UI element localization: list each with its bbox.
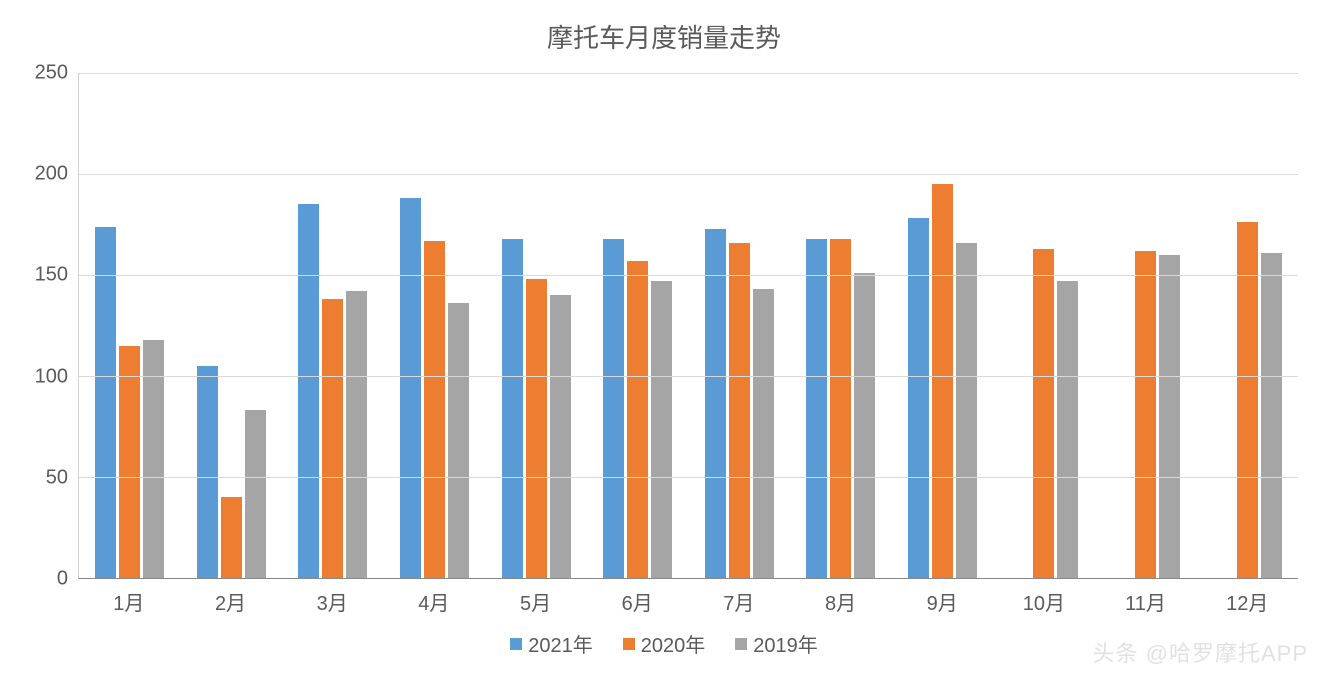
bar [550, 295, 571, 578]
x-tick: 7月 [688, 579, 790, 619]
x-tick: 12月 [1196, 579, 1298, 619]
bar [346, 291, 367, 578]
bar [400, 198, 421, 578]
y-tick: 250 [35, 62, 68, 85]
category-group [282, 73, 384, 578]
bar [1135, 251, 1156, 578]
x-tick: 5月 [485, 579, 587, 619]
x-tick: 6月 [586, 579, 688, 619]
bar [956, 243, 977, 578]
bar [119, 346, 140, 578]
bar [1261, 253, 1282, 578]
chart-container: 摩托车月度销量走势 0 50 100 150 200 250 1月2月3月4月5月6月7月… [0, 0, 1328, 678]
x-tick: 3月 [281, 579, 383, 619]
bar [322, 299, 343, 578]
x-tick: 1月 [78, 579, 180, 619]
gridline [79, 174, 1298, 175]
x-tick: 9月 [891, 579, 993, 619]
legend-label: 2021年 [528, 629, 593, 658]
bar [1159, 255, 1180, 578]
x-tick: 11月 [1095, 579, 1197, 619]
gridline [79, 73, 1298, 74]
category-group [1196, 73, 1298, 578]
bar [854, 273, 875, 578]
legend-item: 2019年 [735, 629, 818, 658]
bar [705, 229, 726, 578]
x-tick: 4月 [383, 579, 485, 619]
bar [651, 281, 672, 578]
legend-item: 2020年 [623, 629, 706, 658]
category-group [688, 73, 790, 578]
bar [806, 239, 827, 578]
bar [1033, 249, 1054, 578]
legend-swatch [510, 638, 522, 650]
legend-swatch [623, 638, 635, 650]
legend-label: 2019年 [753, 629, 818, 658]
bar [729, 243, 750, 578]
category-group [181, 73, 283, 578]
y-axis: 050100150200250 [30, 73, 78, 579]
bar [245, 410, 266, 578]
legend-item: 2021年 [510, 629, 593, 658]
bar [197, 366, 218, 578]
category-group [790, 73, 892, 578]
bar [908, 218, 929, 578]
bar [298, 204, 319, 578]
bar [526, 279, 547, 578]
x-tick: 2月 [180, 579, 282, 619]
gridline [79, 275, 1298, 276]
category-group [384, 73, 486, 578]
bar [603, 239, 624, 578]
gridline [79, 477, 1298, 478]
plot-area: 050100150200250 [30, 73, 1298, 579]
category-group [587, 73, 689, 578]
legend-swatch [735, 638, 747, 650]
category-group [1095, 73, 1197, 578]
chart-title: 摩托车月度销量走势 [30, 18, 1298, 55]
bar [932, 184, 953, 578]
y-tick: 100 [35, 365, 68, 388]
category-group [993, 73, 1095, 578]
y-tick: 0 [57, 568, 68, 591]
bar [502, 239, 523, 578]
category-group [79, 73, 181, 578]
bar [627, 261, 648, 578]
bars-layer [79, 73, 1298, 578]
x-axis: 1月2月3月4月5月6月7月8月9月10月11月12月 [78, 579, 1298, 619]
category-group [892, 73, 994, 578]
bar [1057, 281, 1078, 578]
bar [95, 227, 116, 578]
y-tick: 200 [35, 163, 68, 186]
watermark: 头条 @哈罗摩托APP [1093, 636, 1308, 668]
bar [830, 239, 851, 578]
category-group [485, 73, 587, 578]
x-tick: 10月 [993, 579, 1095, 619]
y-tick: 50 [46, 466, 68, 489]
x-tick: 8月 [790, 579, 892, 619]
y-tick: 150 [35, 264, 68, 287]
legend-label: 2020年 [641, 629, 706, 658]
bar [753, 289, 774, 578]
bar [424, 241, 445, 578]
grid-and-bars [78, 73, 1298, 579]
bar [448, 303, 469, 578]
bar [221, 497, 242, 578]
gridline [79, 376, 1298, 377]
